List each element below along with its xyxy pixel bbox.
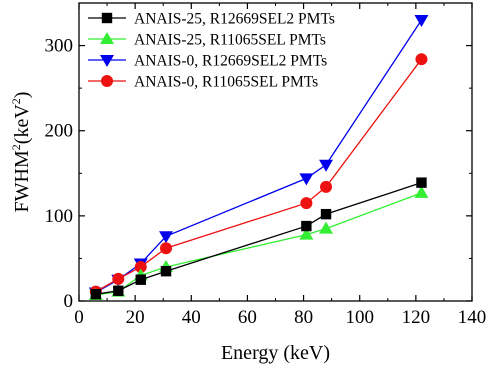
legend-label: ANAIS-0, R11065SEL PMTs — [134, 74, 318, 91]
data-point — [320, 208, 332, 220]
y-axis-title-close: ) — [11, 92, 33, 99]
data-point — [299, 173, 314, 186]
x-tick-label: 40 — [182, 307, 201, 328]
data-point — [135, 274, 146, 285]
legend-marker — [100, 55, 114, 67]
legend: ANAIS-25, R12669SEL2 PMTs ANAIS-25, R1106… — [88, 11, 335, 91]
data-point — [414, 185, 429, 198]
y-axis-title-superscript: 2 — [9, 144, 23, 150]
x-tick-label: 60 — [238, 307, 257, 328]
data-point — [113, 285, 124, 296]
x-axis-title: Energy (keV) — [221, 342, 330, 364]
data-point — [300, 197, 313, 210]
y-tick-label: 100 — [45, 206, 74, 227]
data-point — [414, 15, 429, 28]
y-axis-title-main: FWHM — [11, 150, 33, 212]
legend-marker — [101, 12, 113, 24]
data-point — [90, 288, 102, 300]
data-point — [319, 221, 334, 234]
y-axis-title-unit-superscript: 2 — [9, 98, 23, 104]
legend-marker — [100, 32, 114, 44]
data-point — [415, 53, 428, 66]
y-tick-label: 200 — [45, 121, 74, 142]
data-point — [159, 231, 174, 244]
data-point — [299, 227, 314, 240]
x-tick-label: 140 — [458, 307, 487, 328]
axes: 0 20 40 60 80 100 120 140 0 100 200 300 — [45, 2, 487, 328]
plot-area — [88, 15, 429, 301]
x-tick-label: 120 — [402, 307, 431, 328]
y-tick-label: 0 — [64, 291, 74, 312]
data-point — [134, 260, 147, 273]
legend-label: ANAIS-0, R12669SEL2 PMTs — [134, 53, 327, 70]
data-point — [301, 220, 312, 232]
y-axis-title-unit: (keV — [11, 104, 33, 145]
data-point — [416, 177, 427, 188]
data-point — [112, 272, 125, 285]
legend-label: ANAIS-25, R12669SEL2 PMTs — [134, 11, 335, 28]
data-point — [160, 266, 172, 277]
legend-label: ANAIS-25, R11065SEL PMTs — [134, 32, 326, 49]
y-axis-title: FWHM2(keV2) — [9, 92, 33, 213]
data-point — [160, 242, 173, 255]
x-tick-label: 20 — [126, 307, 145, 328]
data-point — [319, 159, 334, 172]
x-tick-label: 100 — [345, 307, 374, 328]
legend-marker — [101, 75, 113, 87]
x-tick-label: 80 — [294, 307, 313, 328]
x-tick-label: 0 — [74, 307, 84, 328]
y-tick-label: 300 — [45, 36, 74, 57]
data-point — [320, 180, 333, 193]
